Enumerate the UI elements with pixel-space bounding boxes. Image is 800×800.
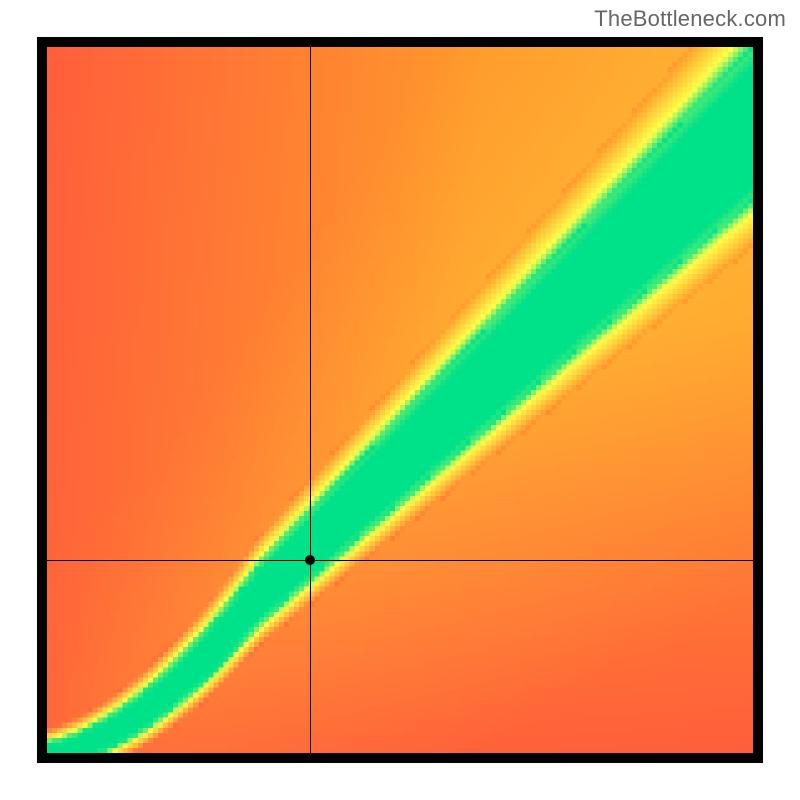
plot-frame <box>37 37 763 763</box>
crosshair-marker <box>305 555 315 565</box>
chart-container: TheBottleneck.com <box>0 0 800 800</box>
crosshair-vertical <box>310 47 311 753</box>
attribution-label: TheBottleneck.com <box>594 6 786 32</box>
crosshair-horizontal <box>47 560 753 561</box>
heatmap-canvas <box>47 47 753 753</box>
